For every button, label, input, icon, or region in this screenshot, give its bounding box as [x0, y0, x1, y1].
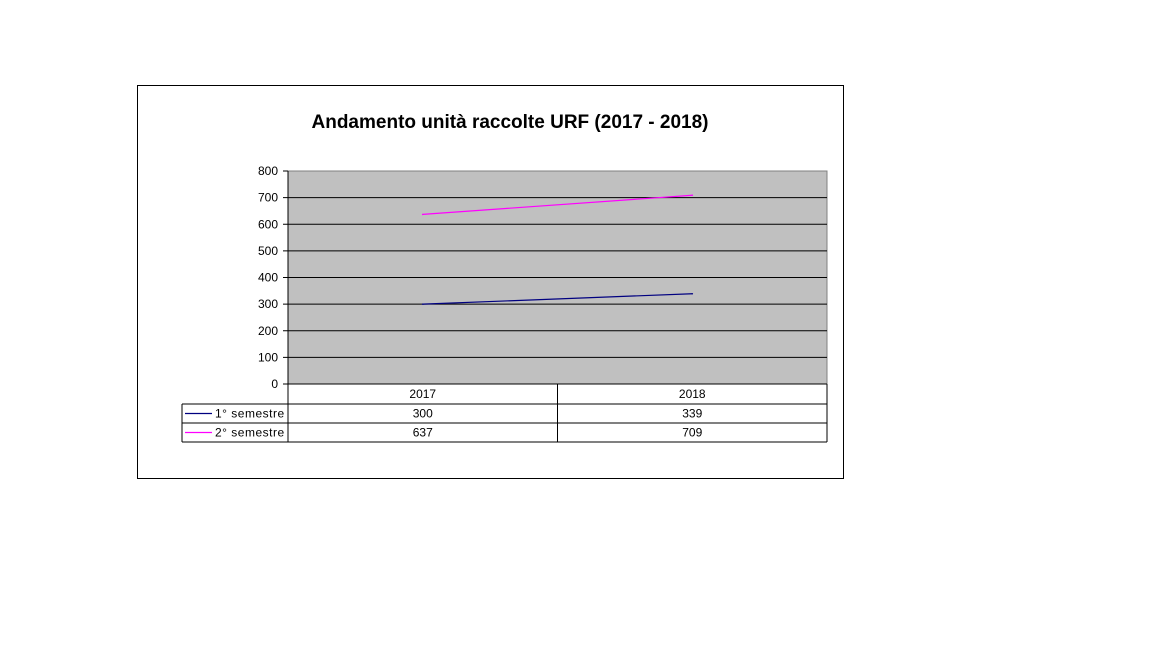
series-line-1	[422, 293, 693, 305]
series-lines	[421, 194, 694, 305]
chart-title: Andamento unità raccolte URF (2017 - 201…	[312, 112, 709, 133]
chart-frame: Andamento unità raccolte URF (2017 - 201…	[137, 85, 844, 479]
plot-area	[287, 170, 828, 385]
data-point	[421, 213, 424, 216]
y-axis: 0 100 200 300 400 500 600 700 800	[258, 164, 289, 391]
data-label: 300	[413, 407, 433, 421]
y-tick-label: 200	[258, 324, 278, 338]
y-tick-label: 500	[258, 244, 278, 258]
y-tick-label: 100	[258, 350, 278, 364]
chart-svg: Andamento unità raccolte URF (2017 - 201…	[181, 112, 828, 443]
data-point	[691, 194, 694, 197]
series-line-2	[422, 194, 693, 215]
y-tick-label: 700	[258, 191, 278, 205]
data-label: 339	[682, 407, 702, 421]
y-tick-label: 600	[258, 217, 278, 231]
data-label: 709	[682, 426, 702, 440]
data-table: 2017 2018 1° semestre 300 339 2° semestre 637 7…	[181, 383, 828, 443]
y-tick-label: 0	[271, 377, 278, 391]
x-tick-label: 2018	[679, 387, 706, 401]
legend-label-1: 1° semestre	[215, 407, 285, 421]
x-tick-label: 2017	[409, 387, 436, 401]
data-point	[421, 303, 424, 305]
legend-label-2: 2° semestre	[215, 426, 285, 440]
data-point	[691, 292, 694, 295]
y-tick-label: 800	[258, 164, 278, 178]
y-tick-label: 400	[258, 271, 278, 285]
y-tick-label: 300	[258, 297, 278, 311]
data-label: 637	[413, 426, 433, 440]
